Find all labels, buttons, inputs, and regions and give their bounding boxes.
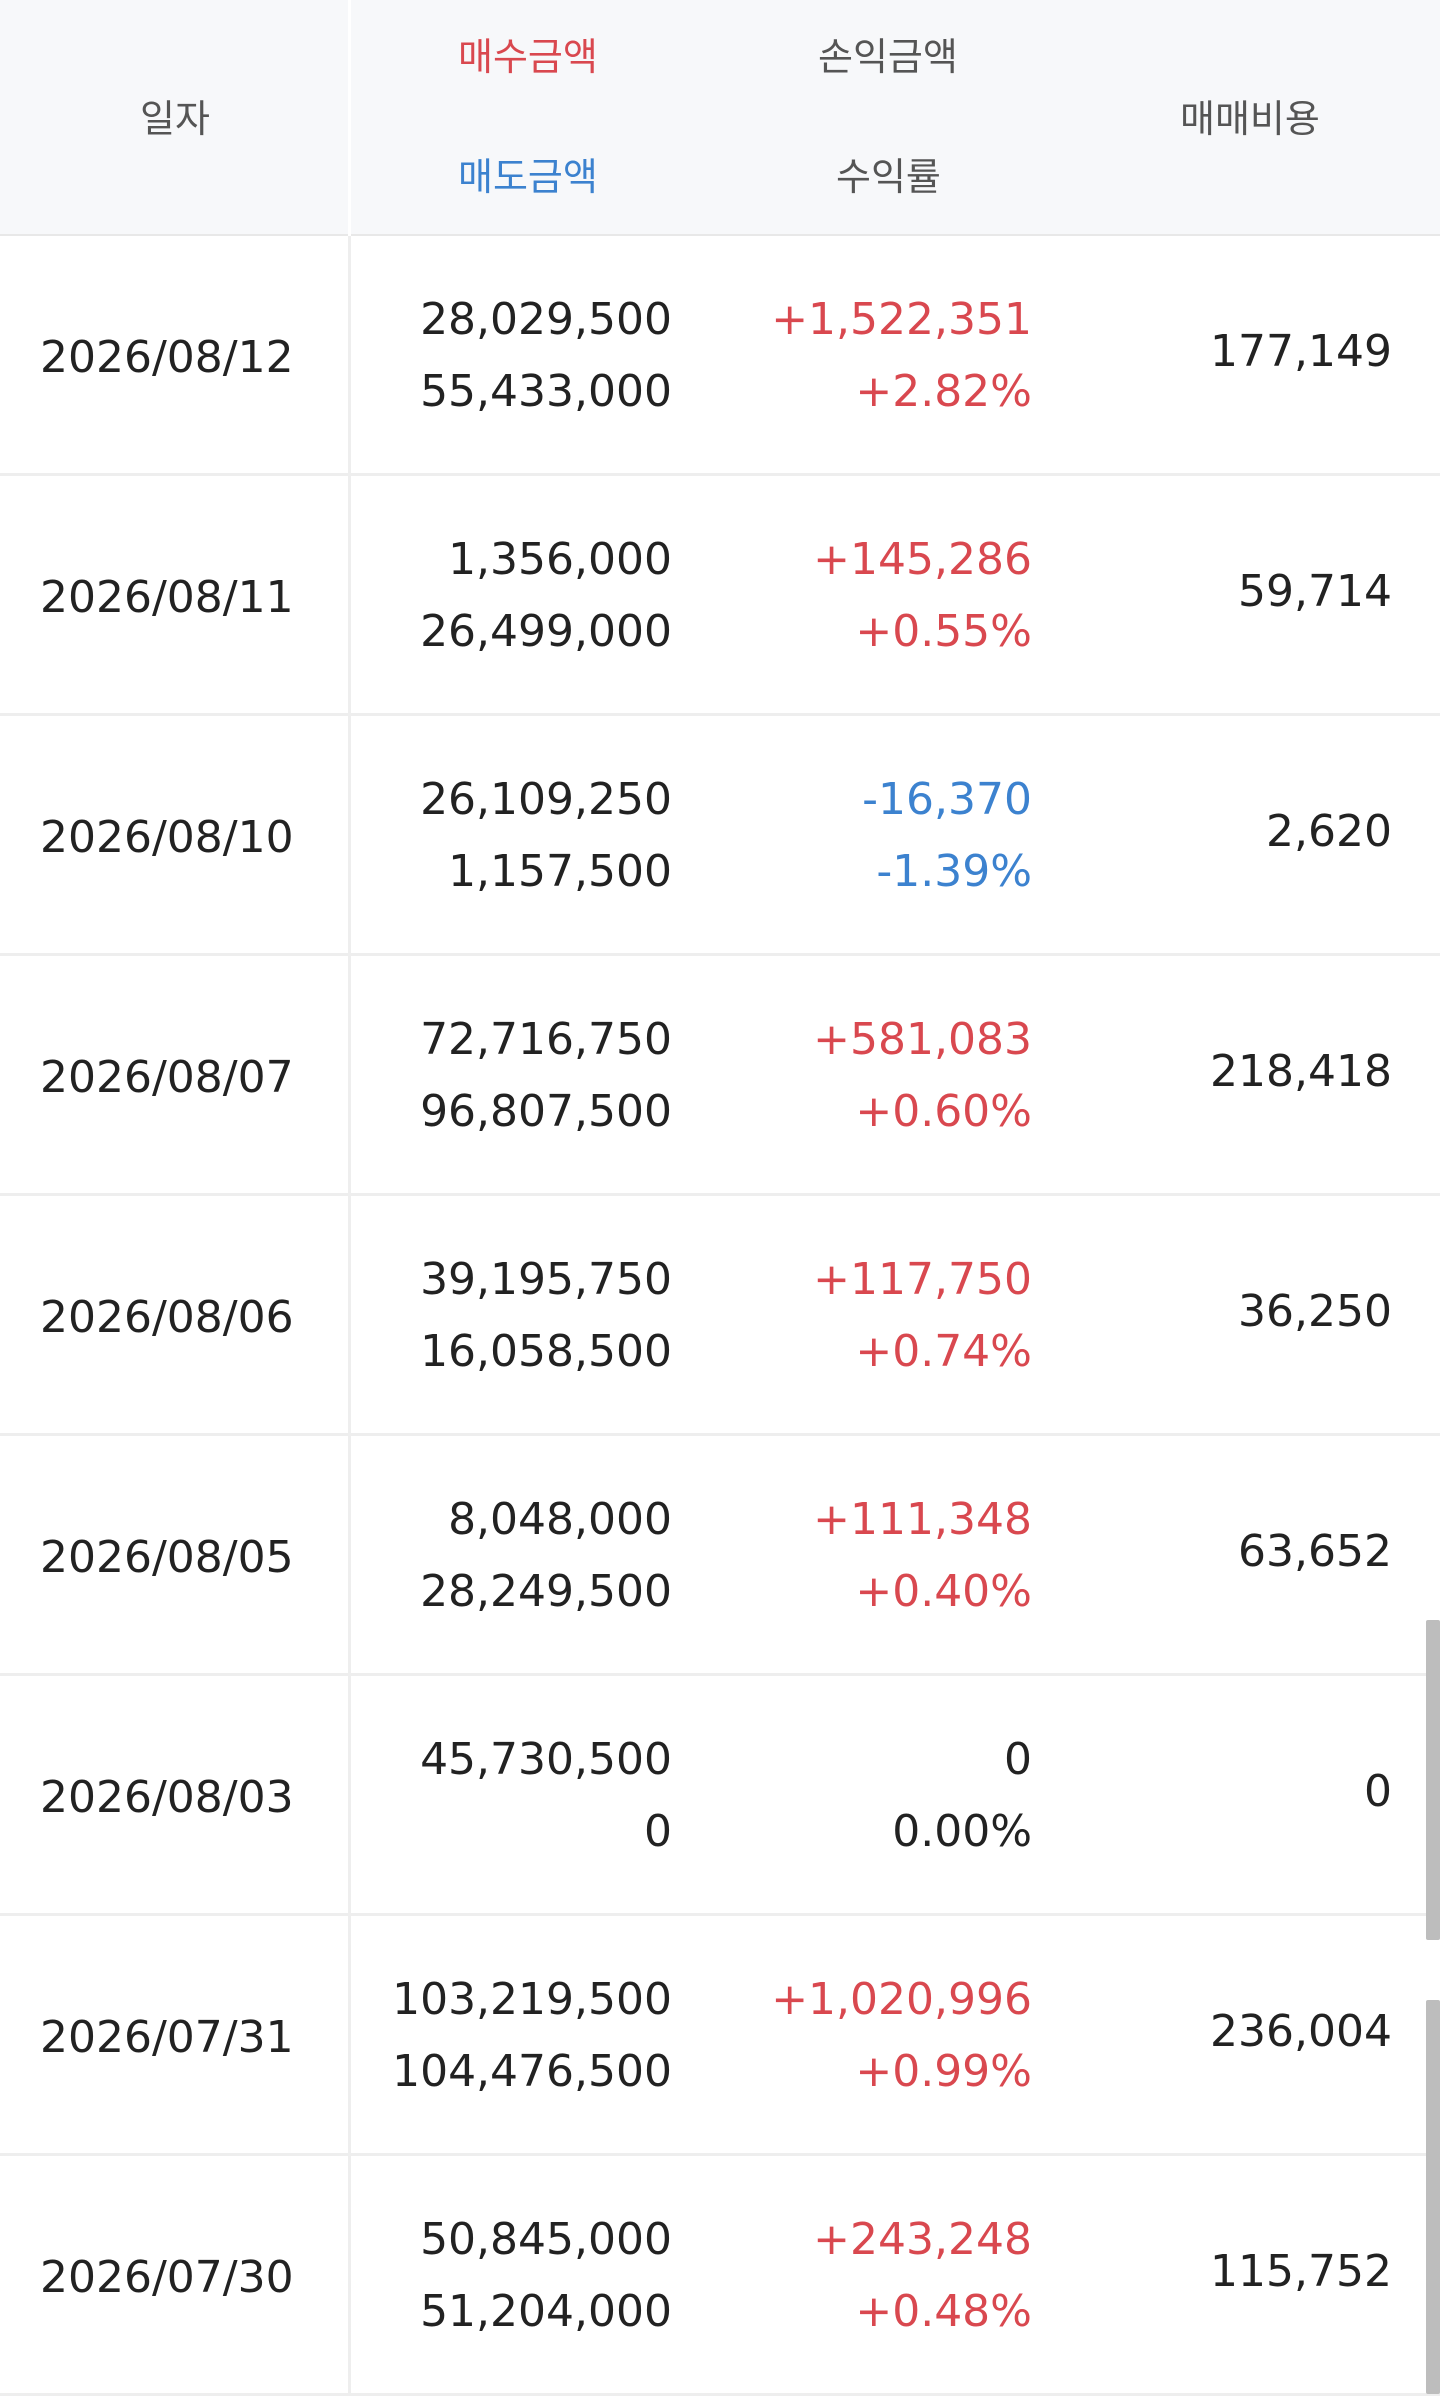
row-pl-amount: +145,286: [813, 534, 1032, 585]
row-fee: 177,149: [1210, 326, 1392, 377]
row-column-divider: [348, 2156, 351, 2393]
row-column-divider: [348, 716, 351, 953]
row-sell-amount: 28,249,500: [420, 1566, 672, 1617]
row-buy-amount: 72,716,750: [420, 1014, 672, 1065]
row-fee: 115,752: [1210, 2246, 1392, 2297]
table-row[interactable]: 2026/08/07 72,716,750 96,807,500 +581,083 +0…: [0, 956, 1440, 1196]
header-date: 일자: [140, 97, 210, 141]
row-date: 2026/07/30: [40, 2252, 294, 2303]
row-date: 2026/08/03: [40, 1772, 294, 1823]
scrollbar-thumb[interactable]: [1426, 1620, 1440, 1940]
row-fee: 59,714: [1238, 566, 1392, 617]
row-sell-amount: 16,058,500: [420, 1326, 672, 1377]
header-buy-amount: 매수금액: [458, 35, 598, 79]
row-sell-amount: 26,499,000: [420, 606, 672, 657]
header-pl-amount: 손익금액: [818, 35, 958, 79]
row-return-rate: +0.40%: [855, 1566, 1032, 1617]
row-column-divider: [348, 476, 351, 713]
row-sell-amount: 96,807,500: [420, 1086, 672, 1137]
row-fee: 218,418: [1210, 1046, 1392, 1097]
row-sell-amount: 1,157,500: [448, 846, 672, 897]
row-date: 2026/08/11: [40, 572, 294, 623]
row-pl-amount: +243,248: [813, 2214, 1032, 2265]
row-pl-amount: +581,083: [813, 1014, 1032, 1065]
table-row[interactable]: 2026/08/03 45,730,500 0 0 0.00% 0: [0, 1676, 1440, 1916]
row-buy-amount: 1,356,000: [448, 534, 672, 585]
table-body: 2026/08/12 28,029,500 55,433,000 +1,522,351…: [0, 236, 1440, 2396]
row-pl-amount: -16,370: [862, 774, 1032, 825]
row-column-divider: [348, 1916, 351, 2153]
table-row[interactable]: 2026/08/11 1,356,000 26,499,000 +145,286 +0.…: [0, 476, 1440, 716]
row-return-rate: +0.55%: [855, 606, 1032, 657]
row-buy-amount: 26,109,250: [420, 774, 672, 825]
row-date: 2026/08/10: [40, 812, 294, 863]
row-date: 2026/07/31: [40, 2012, 294, 2063]
row-sell-amount: 55,433,000: [420, 366, 672, 417]
row-column-divider: [348, 1196, 351, 1433]
row-pl-amount: +1,020,996: [771, 1974, 1032, 2025]
row-buy-amount: 39,195,750: [420, 1254, 672, 1305]
row-pl-amount: +1,522,351: [771, 294, 1032, 345]
header-sell-amount: 매도금액: [458, 155, 598, 199]
row-date: 2026/08/07: [40, 1052, 294, 1103]
row-pl-amount: +111,348: [813, 1494, 1032, 1545]
row-return-rate: +0.74%: [855, 1326, 1032, 1377]
row-fee: 0: [1364, 1766, 1392, 1817]
table-row[interactable]: 2026/07/31 103,219,500 104,476,500 +1,020,9…: [0, 1916, 1440, 2156]
row-sell-amount: 0: [644, 1806, 672, 1857]
row-fee: 236,004: [1210, 2006, 1392, 2057]
row-fee: 2,620: [1266, 806, 1392, 857]
header-return-rate: 수익률: [836, 155, 941, 199]
row-fee: 36,250: [1238, 1286, 1392, 1337]
row-pl-amount: +117,750: [813, 1254, 1032, 1305]
row-buy-amount: 50,845,000: [420, 2214, 672, 2265]
row-sell-amount: 104,476,500: [392, 2046, 672, 2097]
row-fee: 63,652: [1238, 1526, 1392, 1577]
row-return-rate: +0.48%: [855, 2286, 1032, 2337]
row-return-rate: +0.99%: [855, 2046, 1032, 2097]
table-row[interactable]: 2026/08/10 26,109,250 1,157,500 -16,370 -1.3…: [0, 716, 1440, 956]
row-return-rate: +0.60%: [855, 1086, 1032, 1137]
row-buy-amount: 45,730,500: [420, 1734, 672, 1785]
row-sell-amount: 51,204,000: [420, 2286, 672, 2337]
table-row[interactable]: 2026/08/05 8,048,000 28,249,500 +111,348 +0.…: [0, 1436, 1440, 1676]
header-column-divider: [348, 0, 351, 236]
row-column-divider: [348, 236, 351, 473]
row-column-divider: [348, 1676, 351, 1913]
row-return-rate: -1.39%: [876, 846, 1032, 897]
table-row[interactable]: 2026/08/06 39,195,750 16,058,500 +117,750 +0…: [0, 1196, 1440, 1436]
row-buy-amount: 103,219,500: [392, 1974, 672, 2025]
table-header: 일자 매수금액 매도금액 손익금액 수익률 매매비용: [0, 0, 1440, 236]
row-return-rate: +2.82%: [855, 366, 1032, 417]
row-date: 2026/08/12: [40, 332, 294, 383]
row-buy-amount: 8,048,000: [448, 1494, 672, 1545]
table-row[interactable]: 2026/08/12 28,029,500 55,433,000 +1,522,351…: [0, 236, 1440, 476]
table-row[interactable]: 2026/07/30 50,845,000 51,204,000 +243,248 +0…: [0, 2156, 1440, 2396]
scrollbar-thumb-lower[interactable]: [1426, 2000, 1440, 2394]
header-fee: 매매비용: [1180, 97, 1320, 141]
row-column-divider: [348, 956, 351, 1193]
row-column-divider: [348, 1436, 351, 1673]
row-date: 2026/08/06: [40, 1292, 294, 1343]
row-return-rate: 0.00%: [892, 1806, 1032, 1857]
row-buy-amount: 28,029,500: [420, 294, 672, 345]
row-date: 2026/08/05: [40, 1532, 294, 1583]
row-pl-amount: 0: [1004, 1734, 1032, 1785]
